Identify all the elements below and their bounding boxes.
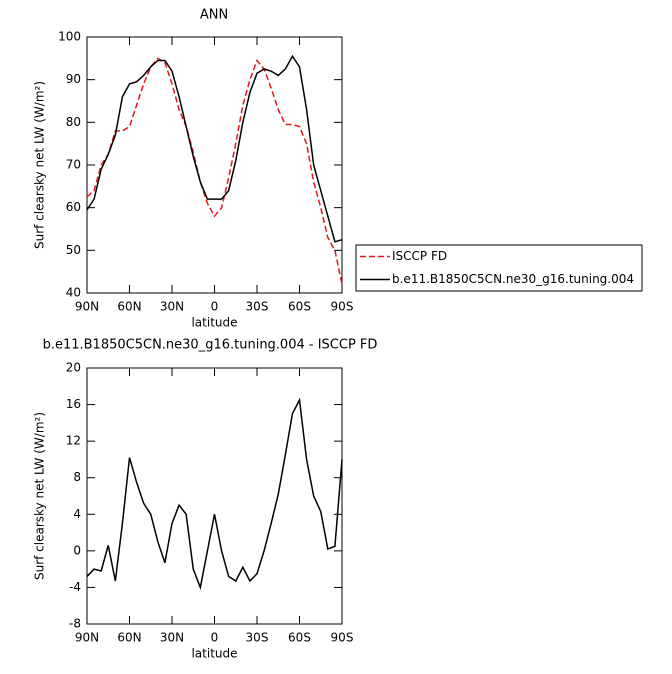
chart-title: b.e11.B1850C5CN.ne30_g16.tuning.004 - IS… [43, 338, 378, 353]
x-tick-label: 60S [288, 300, 311, 314]
x-tick-label: 90S [331, 631, 354, 645]
legend-label: b.e11.B1850C5CN.ne30_g16.tuning.004 [392, 272, 634, 286]
x-axis-label: latitude [191, 316, 237, 330]
y-tick-label: 70 [66, 158, 81, 172]
y-tick-label: 40 [66, 286, 81, 300]
x-tick-label: 90N [75, 631, 99, 645]
y-tick-label: 80 [66, 115, 81, 129]
y-tick-label: 8 [73, 470, 81, 484]
x-tick-label: 60N [117, 300, 141, 314]
data-line [86, 57, 343, 285]
legend-box [355, 244, 643, 292]
y-tick-label: 12 [66, 434, 81, 448]
chart-title: ANN [200, 8, 228, 23]
x-tick-label: 90S [331, 300, 354, 314]
y-axis-label: Surf clearsky net LW (W/m²) [33, 81, 47, 249]
x-tick-label: 60N [117, 631, 141, 645]
x-tick-label: 0 [211, 631, 219, 645]
x-tick-label: 60S [288, 631, 311, 645]
y-tick-label: -4 [69, 580, 81, 594]
plot-frame [86, 36, 343, 294]
y-tick-label: 20 [66, 361, 81, 375]
y-tick-label: 50 [66, 243, 81, 257]
x-tick-label: 30N [160, 631, 184, 645]
y-axis-label: Surf clearsky net LW (W/m²) [33, 412, 47, 580]
data-line [86, 397, 343, 591]
y-tick-label: 16 [66, 397, 81, 411]
x-tick-label: 0 [211, 300, 219, 314]
y-tick-label: 60 [66, 200, 81, 214]
y-tick-label: -8 [69, 617, 81, 631]
y-tick-label: 90 [66, 72, 81, 86]
x-tick-label: 30N [160, 300, 184, 314]
y-tick-label: 0 [73, 543, 81, 557]
y-tick-label: 4 [73, 507, 81, 521]
x-axis-label: latitude [191, 647, 237, 661]
legend-label: ISCCP FD [392, 249, 447, 263]
x-tick-label: 30S [246, 631, 269, 645]
x-tick-label: 30S [246, 300, 269, 314]
data-line [86, 54, 343, 243]
y-tick-label: 100 [58, 30, 81, 44]
x-tick-label: 90N [75, 300, 99, 314]
